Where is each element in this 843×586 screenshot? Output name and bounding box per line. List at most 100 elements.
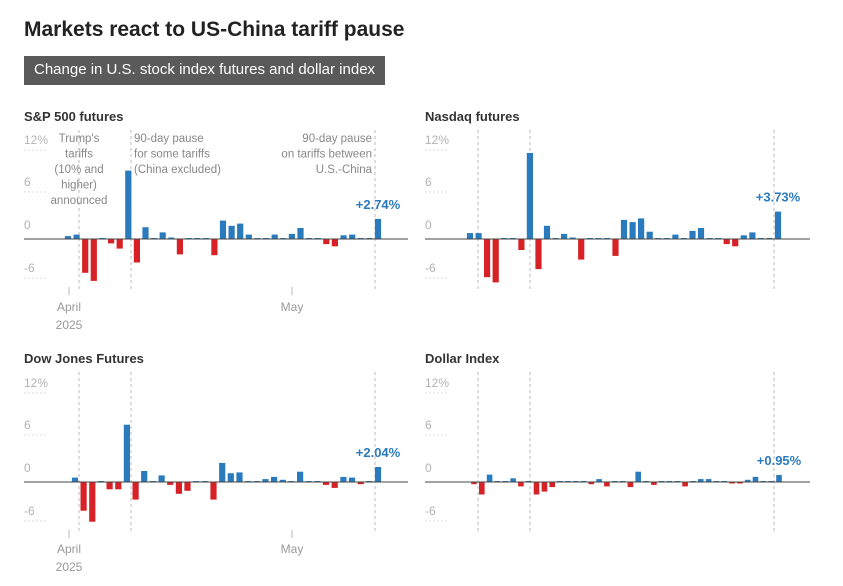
annotation-1-line: announced bbox=[51, 195, 108, 207]
panel-3-bar bbox=[115, 482, 122, 490]
panel-1-y-tick-label: 6 bbox=[24, 175, 31, 189]
panel-2-bar bbox=[543, 225, 551, 239]
panel-2-bar bbox=[646, 231, 653, 239]
panel-4-bar bbox=[744, 479, 751, 482]
panel-4-bar bbox=[596, 479, 602, 482]
panel-2-y-tick-label: 0 bbox=[425, 218, 432, 232]
panel-2-bar bbox=[578, 239, 585, 260]
panel-3-bar bbox=[123, 424, 130, 482]
panel-1-bar bbox=[211, 239, 218, 256]
panel-2-bar bbox=[569, 237, 576, 239]
panel-4-bar bbox=[588, 482, 595, 485]
panel-3-bar bbox=[340, 476, 347, 482]
panel-1-bar bbox=[133, 239, 140, 263]
panel-1-bar bbox=[323, 239, 330, 245]
panel-4-bar bbox=[752, 476, 759, 482]
panel-2-bar bbox=[466, 233, 474, 239]
panel-4-bar bbox=[604, 482, 610, 487]
panel-1-bar bbox=[237, 223, 244, 239]
panel-3-bar bbox=[374, 467, 382, 482]
panel-1-bar bbox=[271, 234, 278, 239]
panel-3-y-tick-label: -6 bbox=[24, 504, 35, 518]
panel-1-bar bbox=[374, 218, 382, 239]
panel-3-x-tick-label: 2025 bbox=[56, 560, 83, 574]
panel-2-bar bbox=[475, 233, 482, 239]
panel-3-bar bbox=[141, 471, 148, 482]
panel-3-x-tick-label: May bbox=[281, 542, 304, 556]
panel-3-last-value-label: +2.04% bbox=[356, 445, 401, 460]
panel-3-bar bbox=[106, 482, 113, 490]
panel-1-bar bbox=[90, 239, 97, 281]
panel-1-bar bbox=[297, 228, 304, 239]
panel-3-x-tick-label: April bbox=[57, 542, 81, 556]
panel-4-title: Dollar Index bbox=[425, 351, 500, 366]
panel-3-bar bbox=[271, 476, 278, 482]
panel-3-bar bbox=[167, 482, 174, 485]
panel-4-bar bbox=[486, 474, 493, 482]
panel-1-bar bbox=[108, 239, 115, 244]
panel-2-y-tick-label: 12% bbox=[425, 133, 449, 147]
panel-4-bar bbox=[698, 479, 704, 482]
subtitle-banner: Change in U.S. stock index futures and d… bbox=[24, 56, 386, 85]
panel-4-y-tick-label: -6 bbox=[425, 504, 436, 518]
panel-1-y-tick-label: 12% bbox=[24, 133, 48, 147]
panel-2-bar bbox=[484, 239, 491, 278]
panel-1-bar bbox=[73, 234, 80, 239]
panel-4-bar bbox=[729, 482, 735, 484]
annotation-1-line: higher) bbox=[61, 180, 97, 192]
panel-1-last-value-label: +2.74% bbox=[356, 197, 401, 212]
panel-3-bar bbox=[80, 482, 87, 511]
panel-2-bar bbox=[561, 233, 568, 239]
panel-3-bar bbox=[184, 482, 191, 491]
panel-2-bar bbox=[732, 239, 739, 247]
panel-4-bar bbox=[705, 479, 712, 482]
panel-2-bar bbox=[535, 239, 542, 270]
panel-3-bar bbox=[331, 482, 338, 488]
annotation-1-line: (10% and bbox=[54, 164, 103, 176]
panel-3-y-tick-label: 6 bbox=[24, 418, 31, 432]
panel-2-bar bbox=[492, 239, 499, 283]
panel-1-bar bbox=[219, 220, 227, 239]
panel-3-y-tick-label: 12% bbox=[24, 376, 48, 390]
panel-3-bar bbox=[71, 477, 79, 482]
panel-3-bar bbox=[279, 479, 286, 482]
panel-3-bar bbox=[297, 471, 304, 482]
panel-3-bar bbox=[219, 462, 226, 482]
panel-2-bar bbox=[629, 222, 636, 239]
panel-4-bar bbox=[471, 482, 477, 485]
panel-2-bar bbox=[723, 239, 730, 245]
panel-1-bar bbox=[116, 239, 123, 249]
panel-1-x-tick-label: April bbox=[57, 300, 81, 314]
panel-2-bar bbox=[620, 219, 628, 239]
annotation-1-line: tariffs bbox=[65, 149, 93, 161]
panel-4-bar bbox=[651, 482, 657, 485]
panel-1-bar bbox=[228, 225, 235, 239]
panel-3-bar bbox=[348, 477, 356, 482]
panel-1-x-tick-label: May bbox=[281, 300, 304, 314]
panel-1-bar bbox=[331, 239, 338, 247]
panel-1-bar bbox=[168, 237, 175, 239]
panel-1-bar bbox=[340, 235, 347, 239]
panel-3-bar bbox=[322, 482, 330, 485]
panel-3-bar bbox=[132, 482, 139, 500]
panel-1-bar bbox=[64, 236, 72, 239]
panel-4-y-tick-label: 0 bbox=[425, 461, 432, 475]
panel-4-bar bbox=[479, 482, 485, 495]
annotation-2-line: for some tariffs bbox=[134, 149, 210, 161]
panel-3-bar bbox=[227, 473, 234, 482]
panel-1-y-tick-label: 0 bbox=[24, 218, 31, 232]
annotation-3-line: U.S.-China bbox=[316, 164, 373, 176]
panel-3-bar bbox=[262, 479, 269, 482]
panel-3-bar bbox=[236, 472, 243, 482]
panel-3-bar bbox=[210, 482, 217, 500]
panel-3-bar bbox=[175, 482, 182, 494]
panel-4-last-value-label: +0.95% bbox=[757, 453, 802, 468]
panel-2-y-tick-label: 6 bbox=[425, 175, 432, 189]
panel-4-bar bbox=[635, 471, 641, 482]
panel-3-bar bbox=[357, 482, 364, 485]
panel-2-bar bbox=[518, 239, 525, 250]
panel-1-bar bbox=[142, 227, 149, 239]
panel-4-bar bbox=[627, 482, 634, 488]
panel-2-title: Nasdaq futures bbox=[425, 109, 520, 124]
